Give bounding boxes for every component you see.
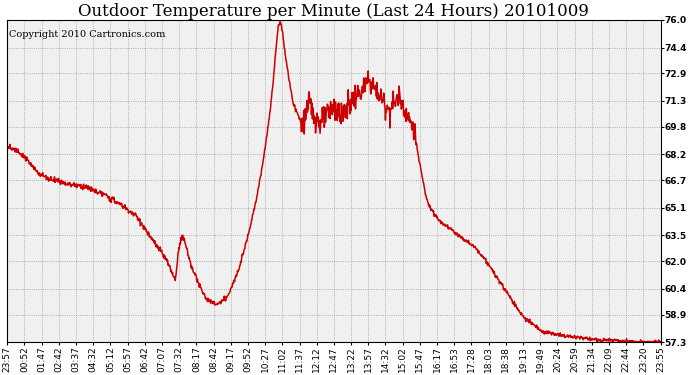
Title: Outdoor Temperature per Minute (Last 24 Hours) 20101009: Outdoor Temperature per Minute (Last 24 … — [79, 3, 589, 20]
Text: Copyright 2010 Cartronics.com: Copyright 2010 Cartronics.com — [8, 30, 165, 39]
